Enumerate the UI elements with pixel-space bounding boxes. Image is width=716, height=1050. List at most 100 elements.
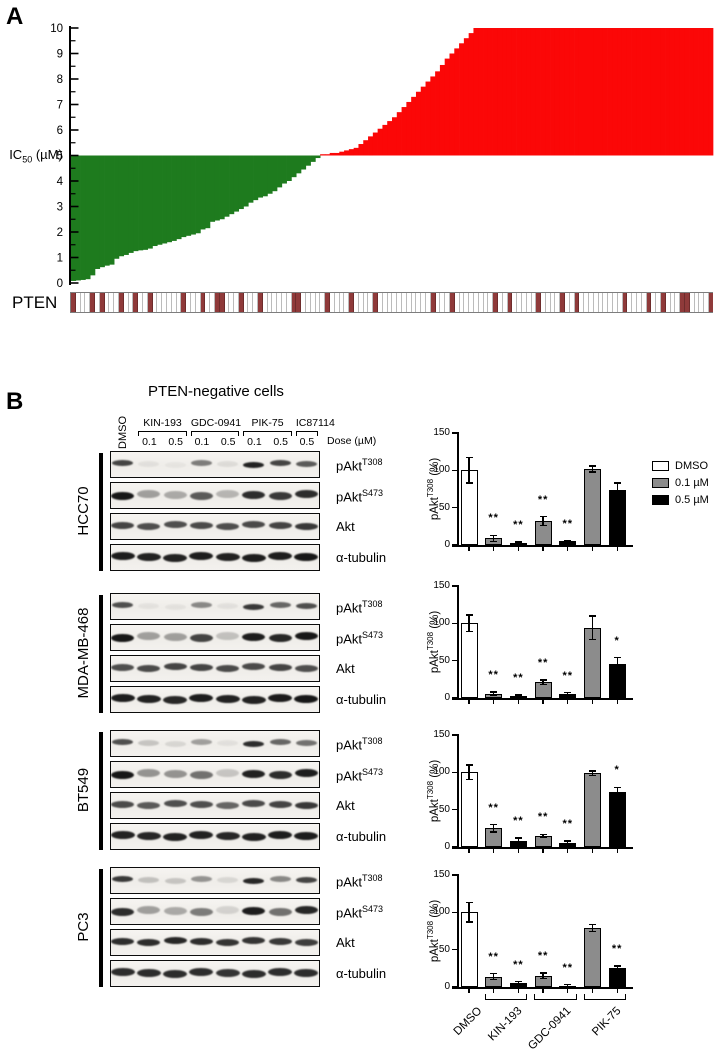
pten-cell-negative bbox=[243, 293, 249, 312]
antibody-label-sup: T308 bbox=[362, 736, 383, 746]
chart-y-tick bbox=[452, 432, 458, 434]
blot-band bbox=[268, 801, 292, 809]
blot-band bbox=[268, 551, 293, 560]
blot-band bbox=[189, 770, 213, 779]
pten-cell-negative bbox=[157, 293, 163, 312]
blot-strip bbox=[110, 624, 320, 651]
pten-cell-negative bbox=[641, 293, 647, 312]
y-tick-label: 6 bbox=[57, 125, 63, 137]
error-bar-line bbox=[493, 535, 495, 542]
antibody-label: α-tubulin bbox=[336, 550, 386, 565]
pten-cell-positive bbox=[685, 293, 690, 312]
antibody-label-sup: T308 bbox=[362, 873, 383, 883]
pten-cell-negative bbox=[138, 293, 143, 312]
error-bar-cap bbox=[613, 969, 621, 972]
dose-label: 0.1 bbox=[194, 436, 210, 448]
waterfall-bar bbox=[564, 28, 570, 156]
waterfall-bar bbox=[372, 132, 378, 156]
chart-y-label-base: pAkt bbox=[428, 650, 441, 674]
y-tick-label: 2 bbox=[57, 227, 63, 239]
chart-y-tick-label: 0 bbox=[444, 692, 450, 703]
blot-band bbox=[268, 967, 293, 976]
chart-y-tick bbox=[452, 874, 458, 876]
error-bar-cap bbox=[514, 541, 522, 543]
waterfall-bar bbox=[344, 150, 350, 156]
pten-cell-negative bbox=[617, 293, 623, 312]
pten-cell-positive bbox=[181, 293, 187, 312]
y-tick-label: 1 bbox=[57, 253, 63, 265]
pten-cell-negative bbox=[378, 293, 383, 312]
waterfall-bar bbox=[607, 28, 613, 156]
pten-cell-negative bbox=[526, 293, 532, 312]
error-bar-cap bbox=[589, 923, 596, 925]
error-bar-cap bbox=[465, 614, 473, 616]
waterfall-bar bbox=[358, 144, 364, 156]
pten-cell-negative bbox=[579, 293, 585, 312]
significance-marker: * bbox=[614, 764, 620, 777]
blot-band bbox=[294, 939, 318, 947]
blot-band bbox=[111, 633, 135, 642]
waterfall-bar bbox=[521, 28, 527, 156]
chart-x-tick bbox=[591, 700, 594, 704]
error-bar-cap bbox=[490, 978, 498, 981]
significance-marker: ** bbox=[537, 657, 549, 670]
error-bar-line bbox=[542, 834, 544, 838]
error-bar-cap bbox=[613, 668, 621, 671]
chart-x-tick bbox=[542, 547, 544, 551]
waterfall-bar bbox=[612, 28, 618, 156]
blot-band bbox=[217, 739, 239, 746]
waterfall-bar bbox=[425, 81, 431, 156]
error-bar-line bbox=[567, 692, 569, 696]
chart-y-tick-label: 0 bbox=[444, 841, 450, 852]
waterfall-bar bbox=[109, 155, 115, 265]
antibody-label: pAktT308 bbox=[336, 873, 383, 889]
waterfall-bar bbox=[300, 155, 307, 170]
error-bar-cap bbox=[514, 843, 522, 845]
waterfall-bar bbox=[463, 38, 470, 156]
pten-cell-negative bbox=[665, 293, 671, 312]
blot-band bbox=[268, 664, 292, 672]
pten-cell-negative bbox=[334, 293, 340, 312]
pten-cell-negative bbox=[464, 293, 470, 312]
error-bar-line bbox=[468, 457, 470, 483]
dose-label: 0.1 bbox=[247, 436, 262, 448]
pten-cell-negative bbox=[440, 293, 446, 312]
antibody-label-base: pAkt bbox=[336, 737, 363, 753]
blot-band bbox=[189, 664, 213, 672]
blot-band bbox=[216, 523, 240, 531]
error-bar-line bbox=[517, 542, 520, 544]
error-bar-cap bbox=[589, 615, 596, 617]
error-bar-line bbox=[493, 692, 495, 695]
error-bar-line bbox=[616, 483, 618, 498]
blot-band bbox=[241, 832, 266, 841]
significance-marker: * bbox=[614, 634, 620, 647]
pten-cell-negative bbox=[272, 293, 278, 312]
dose-label: 0.5 bbox=[299, 436, 315, 448]
waterfall-bar bbox=[679, 28, 685, 156]
blot-band bbox=[268, 770, 292, 779]
chart-y-tick-label: 0 bbox=[444, 981, 450, 992]
waterfall-bar bbox=[650, 28, 656, 156]
pten-cell-negative bbox=[166, 293, 172, 312]
pten-cell-negative bbox=[565, 293, 570, 312]
pten-cell-negative bbox=[473, 293, 479, 312]
antibody-label: α-tubulin bbox=[336, 692, 386, 707]
chart-y-axis-label: pAktT308 (%) bbox=[426, 726, 442, 856]
blot-band bbox=[163, 553, 188, 562]
blot-band bbox=[136, 831, 161, 840]
waterfall-bar bbox=[104, 155, 110, 266]
legend-swatch bbox=[652, 477, 669, 488]
waterfall-bar bbox=[406, 101, 412, 156]
chart-y-tick bbox=[452, 585, 458, 587]
error-bar-cap bbox=[564, 984, 572, 986]
pten-cell-negative bbox=[416, 293, 422, 312]
blot-band bbox=[136, 552, 161, 561]
pten-cell-negative bbox=[210, 293, 215, 312]
antibody-label-base: α-tubulin bbox=[336, 550, 387, 565]
chart-y-tick bbox=[452, 734, 458, 736]
x-group-bracket bbox=[484, 994, 528, 1000]
error-bar-cap bbox=[514, 982, 522, 984]
waterfall-bar bbox=[454, 48, 460, 156]
blot-band bbox=[164, 877, 186, 884]
waterfall-bar bbox=[377, 128, 383, 156]
